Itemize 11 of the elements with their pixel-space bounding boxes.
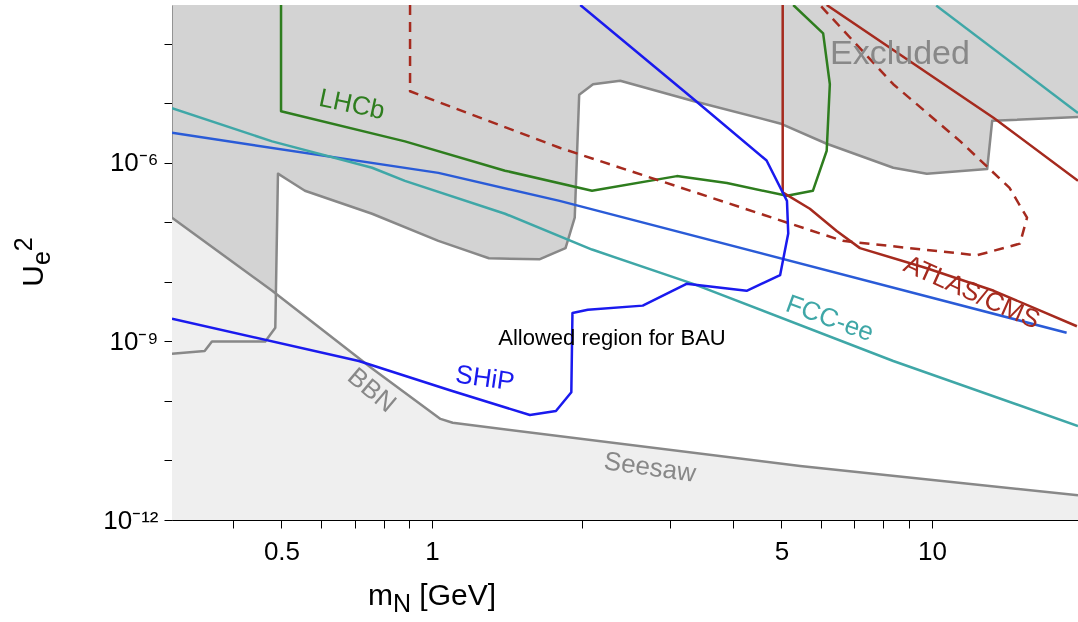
y-tick-label: 10⁻¹² [103, 504, 159, 535]
annotation: Seesaw [602, 445, 698, 489]
y-tick-label: 10⁻⁹ [109, 325, 159, 356]
x-tick-label: 10 [917, 535, 947, 566]
y-tick-label: 10⁻⁶ [109, 147, 159, 178]
x-axis-title: m$_{N}$ [GeV] [367, 578, 497, 618]
x-tick-label: 5 [774, 535, 790, 566]
x-tick-label: 0.5 [263, 535, 301, 566]
annotation: SHiP [453, 358, 517, 398]
annotation: LHCb [316, 81, 388, 127]
x-tick-label: 1 [425, 535, 440, 566]
